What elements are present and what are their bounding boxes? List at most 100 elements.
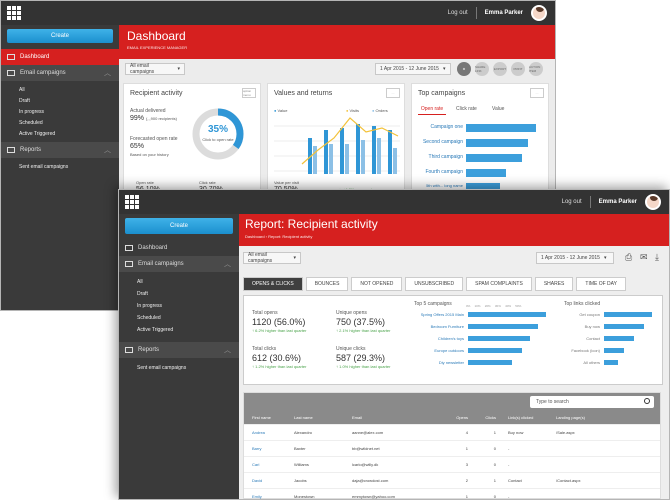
campaign-label[interactable]: Second campaign [422,139,463,145]
settings-icon[interactable]: ⚙ [457,62,471,76]
campaign-filter-dropdown[interactable]: All email campaigns ▾ [125,63,185,75]
total-opens-value: 1120 (56.0%) [252,317,306,327]
search-icon[interactable] [644,398,650,404]
campaign-bar [466,124,536,132]
chevron-up-icon[interactable]: ︿ [224,261,231,268]
link-label[interactable]: Buy now [584,324,600,329]
page-title: Report: Recipient activity [245,217,378,231]
sidebar-item-email-campaigns[interactable]: Email campaigns ︿ [119,256,239,272]
options-button[interactable]: ··· [530,88,544,98]
top5-label[interactable]: Europe outdoors [434,348,464,353]
table-row[interactable]: Carl Williams lcarlo@willy.dk 3 0- [244,457,660,473]
app-logo-icon[interactable] [125,195,139,209]
sidebar-subitem-sent[interactable]: Sent email campaigns [137,365,187,371]
create-button[interactable]: Create [125,218,233,234]
value-per-visit-label: Value per visit [274,180,299,185]
share-link-button[interactable]: SHARE LINK [475,62,489,76]
campaign-bar [466,169,506,177]
sidebar-subitem-active-triggered[interactable]: Active Triggered [19,130,56,137]
options-button[interactable]: ··· [386,88,400,98]
link-label[interactable]: Contact [586,336,600,341]
campaign-label[interactable]: Campaign one [430,124,463,130]
sidebar-subitem-active-triggered[interactable]: Active Triggered [137,327,174,333]
values-combo-chart [274,117,400,174]
logout-link[interactable]: Log out [447,10,468,16]
campaign-label[interactable]: 5th with... long name [426,183,463,188]
bar [329,144,333,174]
options-button[interactable]: option menu [242,88,256,98]
download-icon[interactable]: ⤓ [655,252,659,262]
top5-label[interactable]: Children's toys [437,336,464,341]
sidebar-item-dashboard[interactable]: Dashboard [119,240,239,256]
tab-open-rate[interactable]: Open rate [418,106,446,115]
export-button[interactable]: EXPORT [493,62,507,76]
sidebar-subitem-scheduled[interactable]: Scheduled [19,119,43,126]
bar [345,144,349,174]
date-range-dropdown[interactable]: 1 Apr 2015 - 12 June 2015 ▾ [536,252,614,264]
top5-title: Top 5 campaigns [414,301,452,307]
top5-label[interactable]: Spring Offers 2015 Main [420,312,464,317]
sidebar-item-dashboard[interactable]: Dashboard [1,49,119,65]
chevron-down-icon: ▾ [177,66,180,72]
tab-shares[interactable]: SHARES [534,277,574,291]
link-bar [604,348,624,353]
search-input[interactable]: Type to search [530,396,654,408]
breadcrumb[interactable]: Dashboard › Report: Recipient activity [245,234,313,239]
sidebar-item-reports[interactable]: Reports ︿ [1,142,119,158]
chevron-up-icon[interactable]: ︿ [104,147,111,154]
chevron-up-icon[interactable]: ︿ [104,70,111,77]
monitor-icon [125,245,133,251]
avatar[interactable] [531,5,547,21]
chart-icon [7,147,15,153]
create-button[interactable]: Create [7,29,113,43]
tab-value[interactable]: Value [492,106,505,112]
page-subtitle: EMAIL EXPERIENCE MANAGER [127,45,188,50]
sidebar-subitem-in-progress[interactable]: In progress [137,303,163,309]
logout-link[interactable]: Log out [561,199,582,205]
top5-bar [468,324,538,329]
campaign-filter-dropdown[interactable]: All email campaigns ▾ [243,252,301,264]
action-item-button[interactable]: ACTION ITEM [529,62,543,76]
table-row[interactable]: Emily Monestown emmytown@yahoo.com 1 0- [244,489,660,499]
table-row[interactable]: David Jacobs daja@crowdost.com 2 1 Contact/Co… [244,473,660,489]
bar [393,148,397,174]
app-logo-icon[interactable] [7,6,21,20]
sidebar-subitem-in-progress[interactable]: In progress [19,108,45,115]
campaign-label[interactable]: Fourth campaign [425,169,463,175]
print-button[interactable]: PRINT [511,62,525,76]
sidebar-subitem-scheduled[interactable]: Scheduled [137,315,161,321]
bar [308,138,312,174]
user-name[interactable]: Emma Parker [598,199,637,205]
chevron-up-icon[interactable]: ︿ [224,347,231,354]
tab-bounces[interactable]: BOUNCES [305,277,349,291]
sidebar-subitem-draft[interactable]: Draft [137,291,148,297]
campaign-label[interactable]: Third campaign [428,154,463,160]
tab-unsubscribed[interactable]: UNSUBSCRIBED [405,277,464,291]
unique-opens-value: 750 (37.5%) [336,317,386,327]
user-name[interactable]: Emma Parker [484,10,523,16]
top-bar: Log out Emma Parker [119,190,669,214]
link-label[interactable]: Get coupon [579,312,600,317]
avatar[interactable] [645,194,661,210]
sidebar-subitem-draft[interactable]: Draft [19,97,30,104]
tab-not-opened[interactable]: NOT OPENED [351,277,403,291]
top5-label[interactable]: Bedroom Furniture [430,324,464,329]
sidebar-item-email-campaigns[interactable]: Email campaigns ︿ [1,65,119,81]
print-icon[interactable]: ⎙ [625,252,633,262]
link-label[interactable]: Facebook (icon) [571,348,600,353]
sidebar-subitem-all[interactable]: All [19,86,25,93]
sidebar-item-reports[interactable]: Reports ︿ [119,342,239,358]
sidebar-subitem-sent[interactable]: Sent email campaigns [19,163,69,170]
page-header: Dashboard EMAIL EXPERIENCE MANAGER [119,25,555,59]
sidebar-subitem-all[interactable]: All [137,279,143,285]
table-row[interactable]: Andrea Alexandro aanne@alex.com 4 1 Buy now/S… [244,425,660,441]
date-range-dropdown[interactable]: 1 Apr 2015 - 12 June 2015 ▾ [375,63,451,75]
tab-click-rate[interactable]: Click rate [456,106,477,112]
top5-label[interactable]: Diy newsletter [438,360,464,365]
tab-opens-clicks[interactable]: OPENS & CLICKS [243,277,303,291]
email-icon[interactable]: ✉ [640,252,648,262]
link-label[interactable]: All others [583,360,600,365]
tab-time-of-day[interactable]: TIME OF DAY [576,277,626,291]
table-row[interactable]: Barry Baxter bb@wildnet.net 1 0- [244,441,660,457]
tab-spam-complaints[interactable]: SPAM COMPLAINTS [466,277,532,291]
